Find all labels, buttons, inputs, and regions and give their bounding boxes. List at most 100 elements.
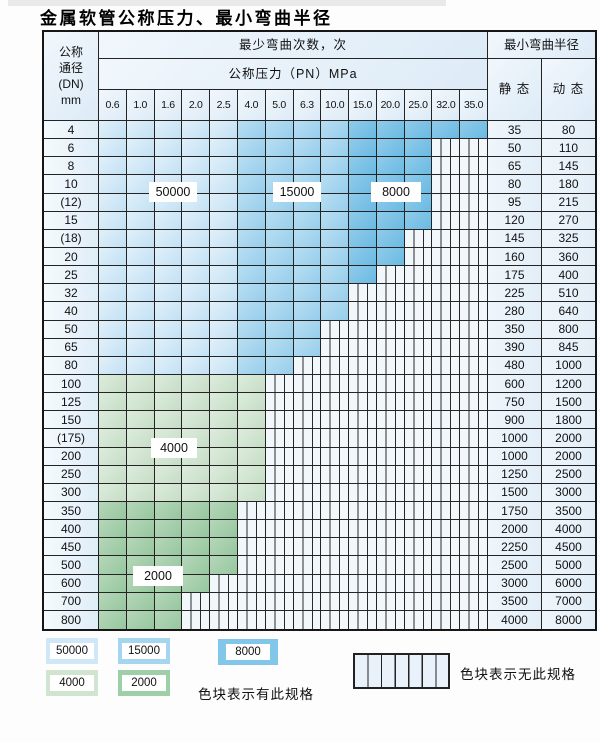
no-spec-cell [432,266,461,285]
no-spec-cell [265,592,294,611]
no-spec-cell [404,356,433,375]
no-spec-cell [404,610,433,629]
no-spec-cell [460,483,488,502]
row-label: 15 [44,211,99,230]
pressure-tick: 1.0 [126,90,155,121]
cycle-label-4000: 4000 [151,438,197,458]
spec-cell [154,465,183,484]
no-spec-cell [404,411,433,430]
no-spec-cell [460,556,488,575]
no-spec-cell [432,338,461,357]
row-label: 500 [44,556,99,575]
spec-cell [154,229,183,248]
spec-cell [210,302,238,321]
no-spec-cell [265,520,294,539]
no-spec-cell [432,483,461,502]
spec-cell [265,356,294,375]
row-label: 450 [44,538,99,557]
dynamic-radius-value: 4000 [542,520,595,539]
no-spec-cell [321,483,350,502]
no-spec-cell [404,302,433,321]
spec-cell [182,229,211,248]
no-spec-cell [376,501,405,521]
spec-cell [126,266,155,285]
no-spec-cell [432,556,461,575]
cycle-label-50000: 50000 [149,182,197,202]
spec-cell [293,229,322,248]
spec-cell [237,447,266,466]
no-spec-cell [293,501,322,521]
spec-cell [293,121,322,140]
no-spec-cell [376,284,405,303]
spec-cell [126,356,155,375]
no-spec-cell [265,538,294,557]
no-spec-cell [432,592,461,611]
pressure-tick: 5.0 [265,90,294,121]
spec-cell [154,266,183,285]
dynamic-radius-value: 510 [542,284,595,303]
spec-cell [210,229,238,248]
spec-cell [99,610,127,629]
row-label: 6 [44,139,99,158]
spec-cell [99,501,127,521]
no-spec-cell [460,284,488,303]
no-spec-cell [404,592,433,611]
spec-cell [182,520,211,539]
no-spec-cell [460,338,488,357]
no-spec-cell [432,211,461,230]
pressure-header: 公称压力（PN）MPa [99,59,488,90]
spec-cell [126,520,155,539]
spec-cell [182,393,211,412]
spec-cell [293,157,322,176]
row-label: 100 [44,374,99,394]
no-spec-cell [293,393,322,412]
no-spec-cell [237,520,266,539]
spec-cell [265,284,294,303]
no-spec-cell [460,139,488,158]
spec-cell [293,302,322,321]
pressure-tick: 6.3 [293,90,322,121]
dynamic-radius-value: 8000 [542,610,595,629]
spec-cell [126,501,155,521]
legend-value-50000: 50000 [50,643,94,659]
dynamic-radius-value: 6000 [542,574,595,593]
spec-cell [154,520,183,539]
spec-cell [321,121,350,140]
spec-cell [99,429,127,448]
no-spec-cell [460,520,488,539]
no-spec-cell [321,338,350,357]
row-label: 8 [44,157,99,176]
static-radius-value: 120 [488,211,542,230]
no-spec-cell [265,483,294,502]
spec-table: 公称 通径 (DN) mm 最少弯曲次数，次 最小弯曲半径 公称压力（PN）MP… [42,30,597,631]
no-spec-cell [376,266,405,285]
no-spec-cell [265,374,294,394]
spec-cell [99,356,127,375]
no-spec-cell [349,610,377,629]
static-radius-value: 280 [488,302,542,321]
dynamic-header: 动 态 [542,59,595,121]
static-radius-value: 1250 [488,465,542,484]
no-spec-cell [432,320,461,339]
no-spec-cell [293,374,322,394]
spec-cell [404,121,433,140]
spec-cell [210,356,238,375]
spec-cell [210,429,238,448]
pressure-tick: 4.0 [237,90,266,121]
static-radius-value: 175 [488,266,542,285]
no-spec-cell [460,211,488,230]
spec-cell [99,229,127,248]
pressure-tick: 25.0 [404,90,433,121]
static-radius-value: 225 [488,284,542,303]
spec-cell [237,393,266,412]
pressure-tick: 35.0 [460,90,488,121]
spec-cell [99,266,127,285]
spec-cell [210,211,238,230]
legend-value-2000: 2000 [122,675,166,691]
no-spec-cell [293,610,322,629]
spec-cell [210,284,238,303]
spec-cell [182,356,211,375]
dynamic-radius-value: 845 [542,338,595,357]
no-spec-cell [293,574,322,593]
spec-cell [126,338,155,357]
